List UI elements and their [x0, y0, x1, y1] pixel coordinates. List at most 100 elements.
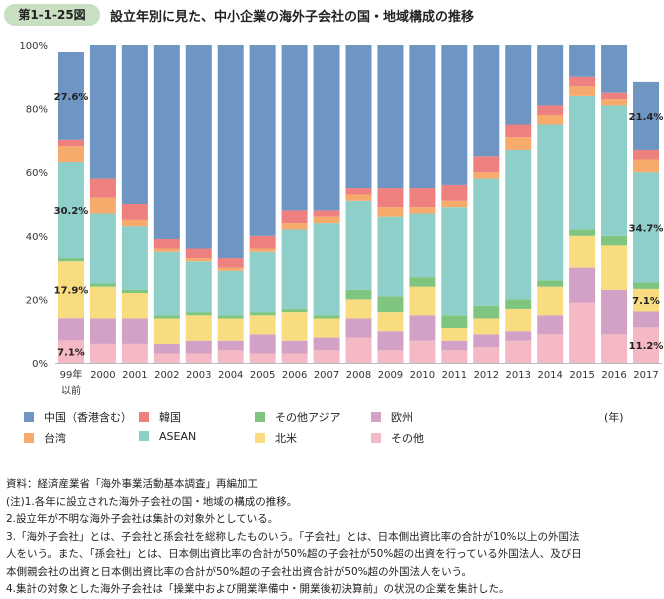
- bar-segment: [601, 334, 628, 363]
- bar-segment: [345, 200, 372, 290]
- bar-segment: [409, 188, 436, 208]
- legend-item-korea: 韓国: [139, 409, 181, 425]
- bar-segment: [217, 340, 244, 351]
- bar-segment: [313, 216, 340, 224]
- y-tick-label: 40%: [26, 232, 48, 243]
- bar-segment: [121, 293, 148, 319]
- legend-item-taiwan: 台湾: [24, 430, 66, 446]
- bar-segment: [89, 283, 116, 287]
- bar-segment: [281, 45, 308, 211]
- bar-segment: [281, 223, 308, 230]
- bar-segment: [153, 251, 180, 316]
- data-label: 34.7%: [629, 223, 664, 234]
- bar-segment: [185, 340, 212, 354]
- bar-segment: [633, 288, 660, 312]
- bar-segment: [185, 315, 212, 341]
- chart-title: 設立年別に見た、中小企業の海外子会社の国・地域構成の推移: [110, 10, 475, 25]
- bar-segment: [601, 92, 628, 100]
- x-tick-label: 2015: [569, 370, 594, 381]
- bar-segment: [249, 45, 276, 236]
- bar-segment: [281, 353, 308, 363]
- legend-label-china: 中国（香港含む）: [44, 411, 132, 424]
- x-tick-label: 2001: [122, 370, 147, 381]
- x-tick-label: 2000: [90, 370, 115, 381]
- data-label: 11.2%: [629, 341, 664, 352]
- legend-item-other-asia: その他アジア: [255, 409, 341, 425]
- bar-segment: [569, 235, 596, 268]
- x-tick-label: 2008: [346, 370, 371, 381]
- bar-segment: [57, 318, 84, 341]
- bar-segment: [89, 213, 116, 284]
- x-tick-label: 2003: [186, 370, 211, 381]
- bar-segment: [409, 340, 436, 363]
- data-label: 17.9%: [54, 286, 89, 297]
- note-line: 本側親会社の出資と日本側出資比率の合計が50%超の子会社出資合計が50%超の外国…: [6, 565, 473, 578]
- bar-segment: [473, 334, 500, 348]
- bar-segment: [601, 245, 628, 290]
- note-line: 資料：経済産業省「海外事業活動基本調査」再編加工: [6, 478, 258, 490]
- x-tick-label: 2010: [410, 370, 435, 381]
- bar-segment: [505, 299, 532, 309]
- bar-segment: [217, 267, 244, 271]
- bar-segment: [153, 45, 180, 239]
- bar-segment: [249, 248, 276, 252]
- bar-segment: [153, 353, 180, 363]
- bar-segment: [473, 305, 500, 319]
- bar-segment: [57, 146, 84, 163]
- legend-swatch-other-asia: [255, 412, 265, 422]
- bar-segment: [377, 45, 404, 189]
- bar-segment: [89, 197, 116, 214]
- x-tick-label: 2005: [250, 370, 275, 381]
- bar-segment: [345, 337, 372, 363]
- y-tick-label: 20%: [26, 295, 48, 306]
- data-label: 27.6%: [54, 92, 89, 103]
- x-tick-label: 2012: [474, 370, 499, 381]
- bar-segment: [217, 258, 244, 268]
- bar-segment: [537, 334, 564, 363]
- bar-segment: [217, 315, 244, 319]
- bar-segment: [473, 318, 500, 335]
- bar-segment: [377, 207, 404, 217]
- legend-label-taiwan: 台湾: [44, 432, 66, 445]
- bar-segment: [121, 318, 148, 344]
- bar-segment: [281, 229, 308, 309]
- bar-segment: [345, 299, 372, 319]
- bar-segment: [537, 114, 564, 125]
- x-tick-label: 2009: [378, 370, 403, 381]
- bar-segment: [377, 216, 404, 297]
- bar-segment: [313, 45, 340, 211]
- bar-segment: [345, 289, 372, 300]
- bar-segment: [89, 286, 116, 319]
- bar-segment: [377, 312, 404, 332]
- bar-segment: [441, 184, 468, 201]
- bar-segment: [537, 280, 564, 287]
- bar-segment: [217, 270, 244, 316]
- x-tick-label: 2013: [506, 370, 531, 381]
- bar-segment: [601, 45, 628, 93]
- bar-segment: [505, 137, 532, 150]
- bar-segment: [569, 229, 596, 236]
- bar-segment: [441, 207, 468, 316]
- bar-segment: [505, 149, 532, 300]
- bar-segment: [505, 308, 532, 332]
- note-line: 2.設立年が不明な海外子会社は集計の対象外としている。: [6, 513, 279, 525]
- data-label: 21.4%: [629, 112, 664, 123]
- note-line: 4.集計の対象とした海外子会社は「操業中および開業準備中・開業後初決算前」の状況…: [6, 583, 510, 595]
- bar-segment: [505, 45, 532, 125]
- bar-segment: [281, 308, 308, 313]
- bar-segment: [121, 226, 148, 290]
- bar-segment: [345, 45, 372, 189]
- bar-segment: [601, 289, 628, 335]
- note-line: 3.「海外子会社」とは、子会社と孫会社を総称したものいう。「子会社」とは、日本側…: [6, 530, 580, 543]
- bar-segment: [313, 223, 340, 316]
- bar-segment: [473, 45, 500, 157]
- y-tick-label: 80%: [26, 105, 48, 116]
- note-line: 人をいう。また、「孫会社」とは、日本側出資比率の合計が50%超の子会社が50%超…: [6, 548, 582, 560]
- bar-segment: [57, 51, 84, 140]
- bar-segment: [441, 340, 468, 351]
- bar-segment: [217, 45, 244, 259]
- bar-segment: [57, 340, 84, 363]
- legend-swatch-korea: [139, 412, 149, 422]
- legend-swatch-china: [24, 412, 34, 422]
